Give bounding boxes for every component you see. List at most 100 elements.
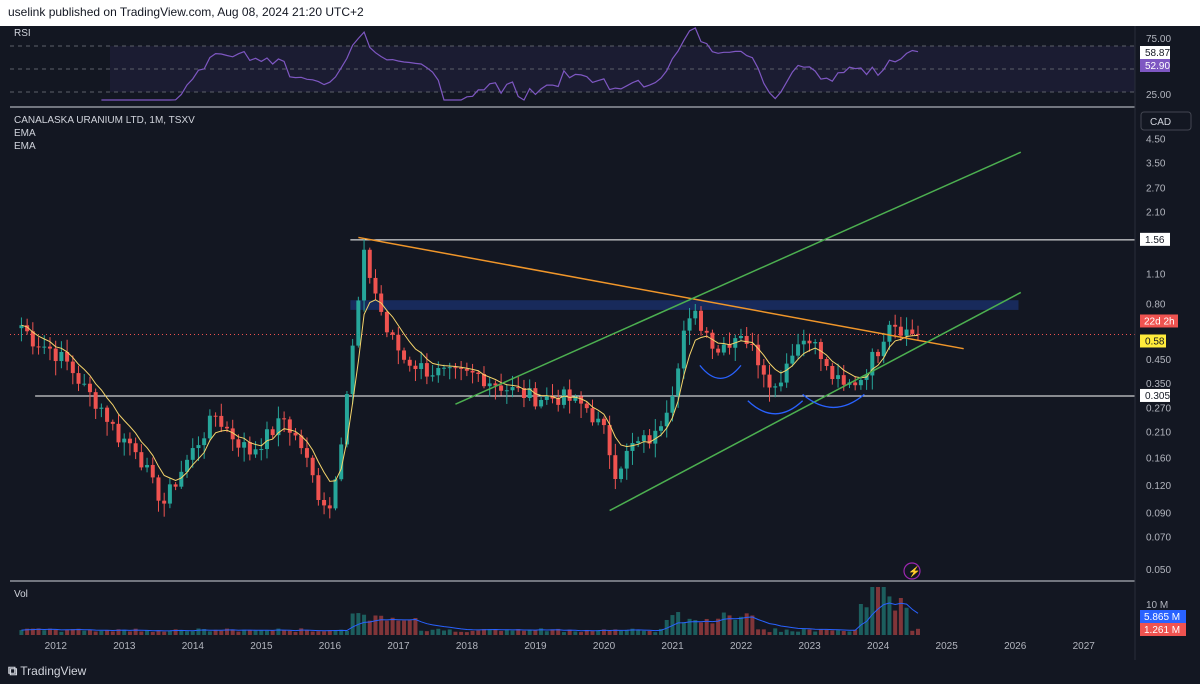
volume-bar-47 bbox=[287, 630, 292, 635]
volume-bar-25 bbox=[162, 631, 167, 635]
volume-bar-95 bbox=[561, 632, 566, 635]
countdown-badge bbox=[1140, 314, 1178, 328]
volume-bar-87 bbox=[516, 629, 521, 635]
tv-brand: TradingView bbox=[20, 664, 87, 678]
candle-105 bbox=[619, 466, 624, 483]
tv-logo-icon: ⧉ bbox=[8, 663, 17, 678]
volume-bar-89 bbox=[527, 630, 532, 635]
rsi-tick-25: 25.00 bbox=[1146, 90, 1171, 101]
drawing-overlays bbox=[10, 239, 1135, 397]
volume-bar-142 bbox=[830, 630, 835, 635]
candle-99 bbox=[584, 401, 589, 413]
candle-59 bbox=[356, 296, 361, 348]
candle-124 bbox=[727, 332, 732, 355]
rsi-panel[interactable]: RSI 75.00 25.00 58.87 52.90 bbox=[10, 27, 1171, 101]
time-tick-2018: 2018 bbox=[456, 641, 479, 652]
resistance-zone bbox=[350, 300, 1019, 310]
volume-bar-56 bbox=[339, 629, 344, 635]
countdown-value: 22d 2h bbox=[1144, 316, 1175, 327]
candle-100 bbox=[590, 399, 595, 426]
volume-bar-0 bbox=[19, 630, 24, 635]
volume-bar-13 bbox=[93, 631, 98, 635]
volume-bar-153 bbox=[893, 610, 898, 635]
candle-30 bbox=[190, 438, 195, 468]
time-tick-2017: 2017 bbox=[387, 641, 410, 652]
candle-156 bbox=[910, 319, 915, 337]
volume-panel[interactable]: Vol 10 M 5.865 M 1.261 M bbox=[14, 587, 1186, 636]
volume-bar-65 bbox=[390, 617, 395, 635]
volume-title: Vol bbox=[14, 589, 28, 600]
candle-35 bbox=[219, 403, 224, 433]
candle-34 bbox=[213, 412, 218, 427]
volume-bar-113 bbox=[664, 619, 669, 635]
volume-bar-52 bbox=[316, 631, 321, 635]
price-tick-11: 0.120 bbox=[1146, 481, 1171, 492]
volume-bar-135 bbox=[790, 631, 795, 635]
currency-badge[interactable] bbox=[1140, 111, 1192, 131]
channel-line-0 bbox=[455, 151, 1022, 405]
volume-bar-93 bbox=[550, 629, 555, 635]
volume-bar-134 bbox=[784, 629, 789, 635]
price-ticks: 4.50 3.50 2.70 2.10 1.10 0.80 0.450 0.350 0.270 0… bbox=[1146, 135, 1171, 576]
candle-81 bbox=[481, 366, 486, 389]
candle-83 bbox=[493, 380, 498, 400]
candle-40 bbox=[247, 436, 252, 461]
time-tick-2012: 2012 bbox=[45, 641, 68, 652]
volume-bar-118 bbox=[693, 620, 698, 635]
volume-bar-22 bbox=[145, 630, 150, 635]
volume-bar-74 bbox=[442, 630, 447, 635]
candle-38 bbox=[236, 434, 241, 457]
volume-bar-3 bbox=[36, 628, 41, 635]
lightning-icon[interactable] bbox=[903, 562, 921, 580]
volume-bar-138 bbox=[807, 629, 812, 635]
volume-bar-53 bbox=[322, 631, 327, 635]
volume-bar-128 bbox=[750, 615, 755, 635]
time-axis[interactable]: 2012 2013 2014 2015 2016 2017 2018 2019 2020 2021… bbox=[45, 641, 1096, 652]
volume-bar-58 bbox=[350, 613, 355, 635]
candle-51 bbox=[310, 455, 315, 483]
volume-bar-85 bbox=[504, 629, 509, 635]
time-tick-2021: 2021 bbox=[661, 641, 684, 652]
volume-bar-67 bbox=[402, 620, 407, 635]
publisher-line: uselink published on TradingView.com, Au… bbox=[8, 5, 364, 19]
chart-canvas[interactable]: RSI 75.00 25.00 58.87 52.90 CANALASKA UR… bbox=[0, 26, 1200, 660]
candle-55 bbox=[333, 476, 338, 511]
candle-78 bbox=[464, 362, 469, 377]
chart-background bbox=[0, 26, 1200, 660]
rsi-line bbox=[101, 27, 919, 101]
candle-131 bbox=[767, 365, 772, 402]
candle-119 bbox=[698, 306, 703, 336]
pattern-arc-0 bbox=[699, 364, 742, 380]
price-tick-0: 4.50 bbox=[1146, 135, 1166, 146]
volume-bar-48 bbox=[293, 631, 298, 635]
candle-22 bbox=[145, 457, 150, 473]
volume-bar-27 bbox=[173, 629, 178, 635]
volume-bar-131 bbox=[767, 632, 772, 635]
candle-150 bbox=[876, 349, 881, 364]
candle-5 bbox=[47, 337, 52, 361]
price-tick-9: 0.210 bbox=[1146, 428, 1171, 439]
volume-bar-96 bbox=[567, 629, 572, 635]
volume-bar-20 bbox=[133, 628, 138, 635]
volume-bar-140 bbox=[818, 629, 823, 635]
candle-123 bbox=[721, 337, 726, 356]
rsi-high-value: 58.87 bbox=[1145, 48, 1170, 59]
time-tick-2013: 2013 bbox=[113, 641, 136, 652]
candle-16 bbox=[110, 419, 115, 431]
volume-bar-107 bbox=[630, 628, 635, 635]
volume-bar-15 bbox=[105, 630, 110, 635]
tradingview-logo[interactable]: ⧉ TradingView bbox=[8, 663, 86, 679]
candle-49 bbox=[299, 429, 304, 455]
candle-146 bbox=[853, 376, 858, 391]
pattern-arc-1 bbox=[747, 400, 804, 415]
price-panel[interactable]: CANALASKA URANIUM LTD, 1M, TSXV EMA EMA … bbox=[10, 111, 1192, 580]
candle-25 bbox=[162, 492, 167, 517]
candle-102 bbox=[601, 416, 606, 434]
volume-bar-1 bbox=[25, 628, 30, 635]
candle-77 bbox=[459, 360, 464, 381]
volume-bar-101 bbox=[596, 630, 601, 635]
volume-bar-92 bbox=[544, 631, 549, 635]
volume-bar-123 bbox=[721, 612, 726, 635]
volume-bar-11 bbox=[82, 630, 87, 635]
volume-bar-137 bbox=[801, 629, 806, 635]
